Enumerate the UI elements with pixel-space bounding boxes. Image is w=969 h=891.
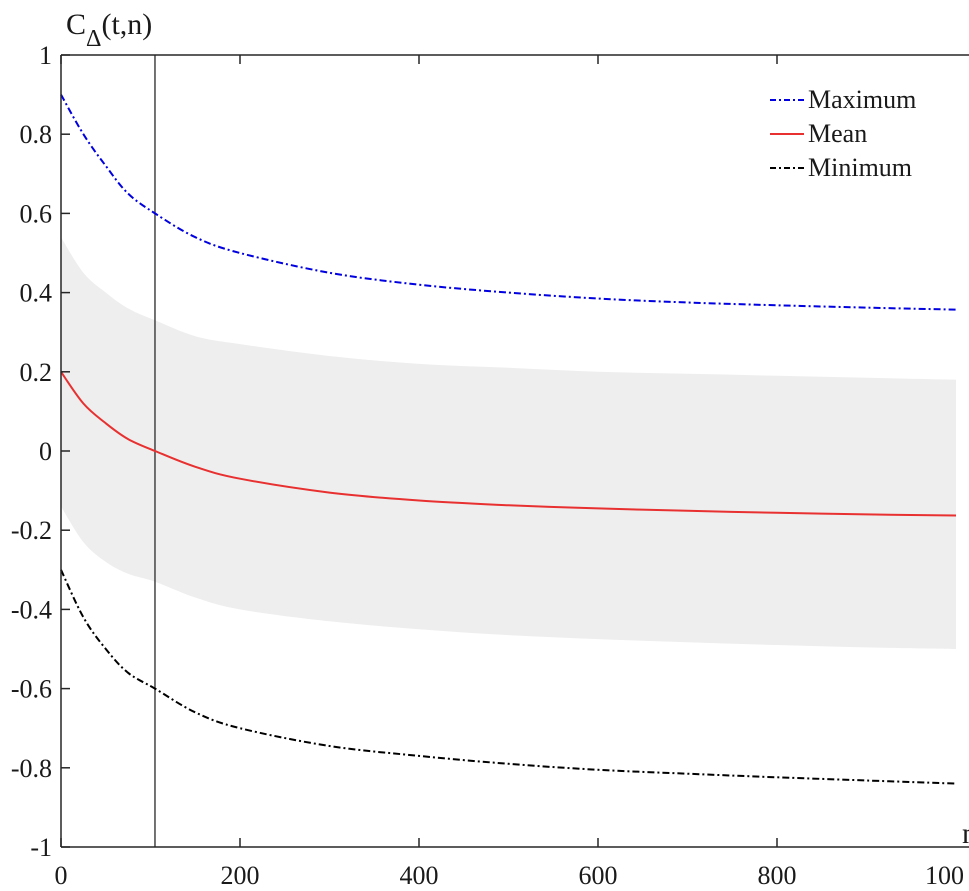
y-tick-label: 0.8 [20,120,53,149]
y-tick-label: 0.2 [20,358,53,387]
y-tick-label: -0.6 [11,675,52,704]
y-tick-label: -0.4 [11,595,52,624]
x-axis-title: n [962,817,969,850]
x-tick-label: 0 [55,861,68,890]
y-tick-label: -1 [30,833,52,862]
x-tick-label: 800 [758,861,797,890]
x-tick-label: 600 [579,861,618,890]
legend-label-mean: Mean [808,119,867,148]
legend-label-maximum: Maximum [808,85,916,114]
y-tick-label: 0.4 [20,279,53,308]
series-line-maximum [60,94,957,311]
y-tick-label: 0.6 [20,199,53,228]
x-tick-label: 400 [400,861,439,890]
y-tick-label: -0.2 [11,516,52,545]
y-tick-label: 1 [39,41,52,70]
x-tick-label: 200 [221,861,260,890]
shaded-band [61,237,956,649]
y-tick-label: 0 [39,437,52,466]
series-line-mean [60,371,957,517]
legend-label-minimum: Minimum [808,153,912,182]
y-tick-label: -0.8 [11,754,52,783]
y-axis-title: CΔ(t,n) [66,8,152,52]
series-line-minimum [60,569,957,785]
x-tick-label: 100 [925,861,964,890]
